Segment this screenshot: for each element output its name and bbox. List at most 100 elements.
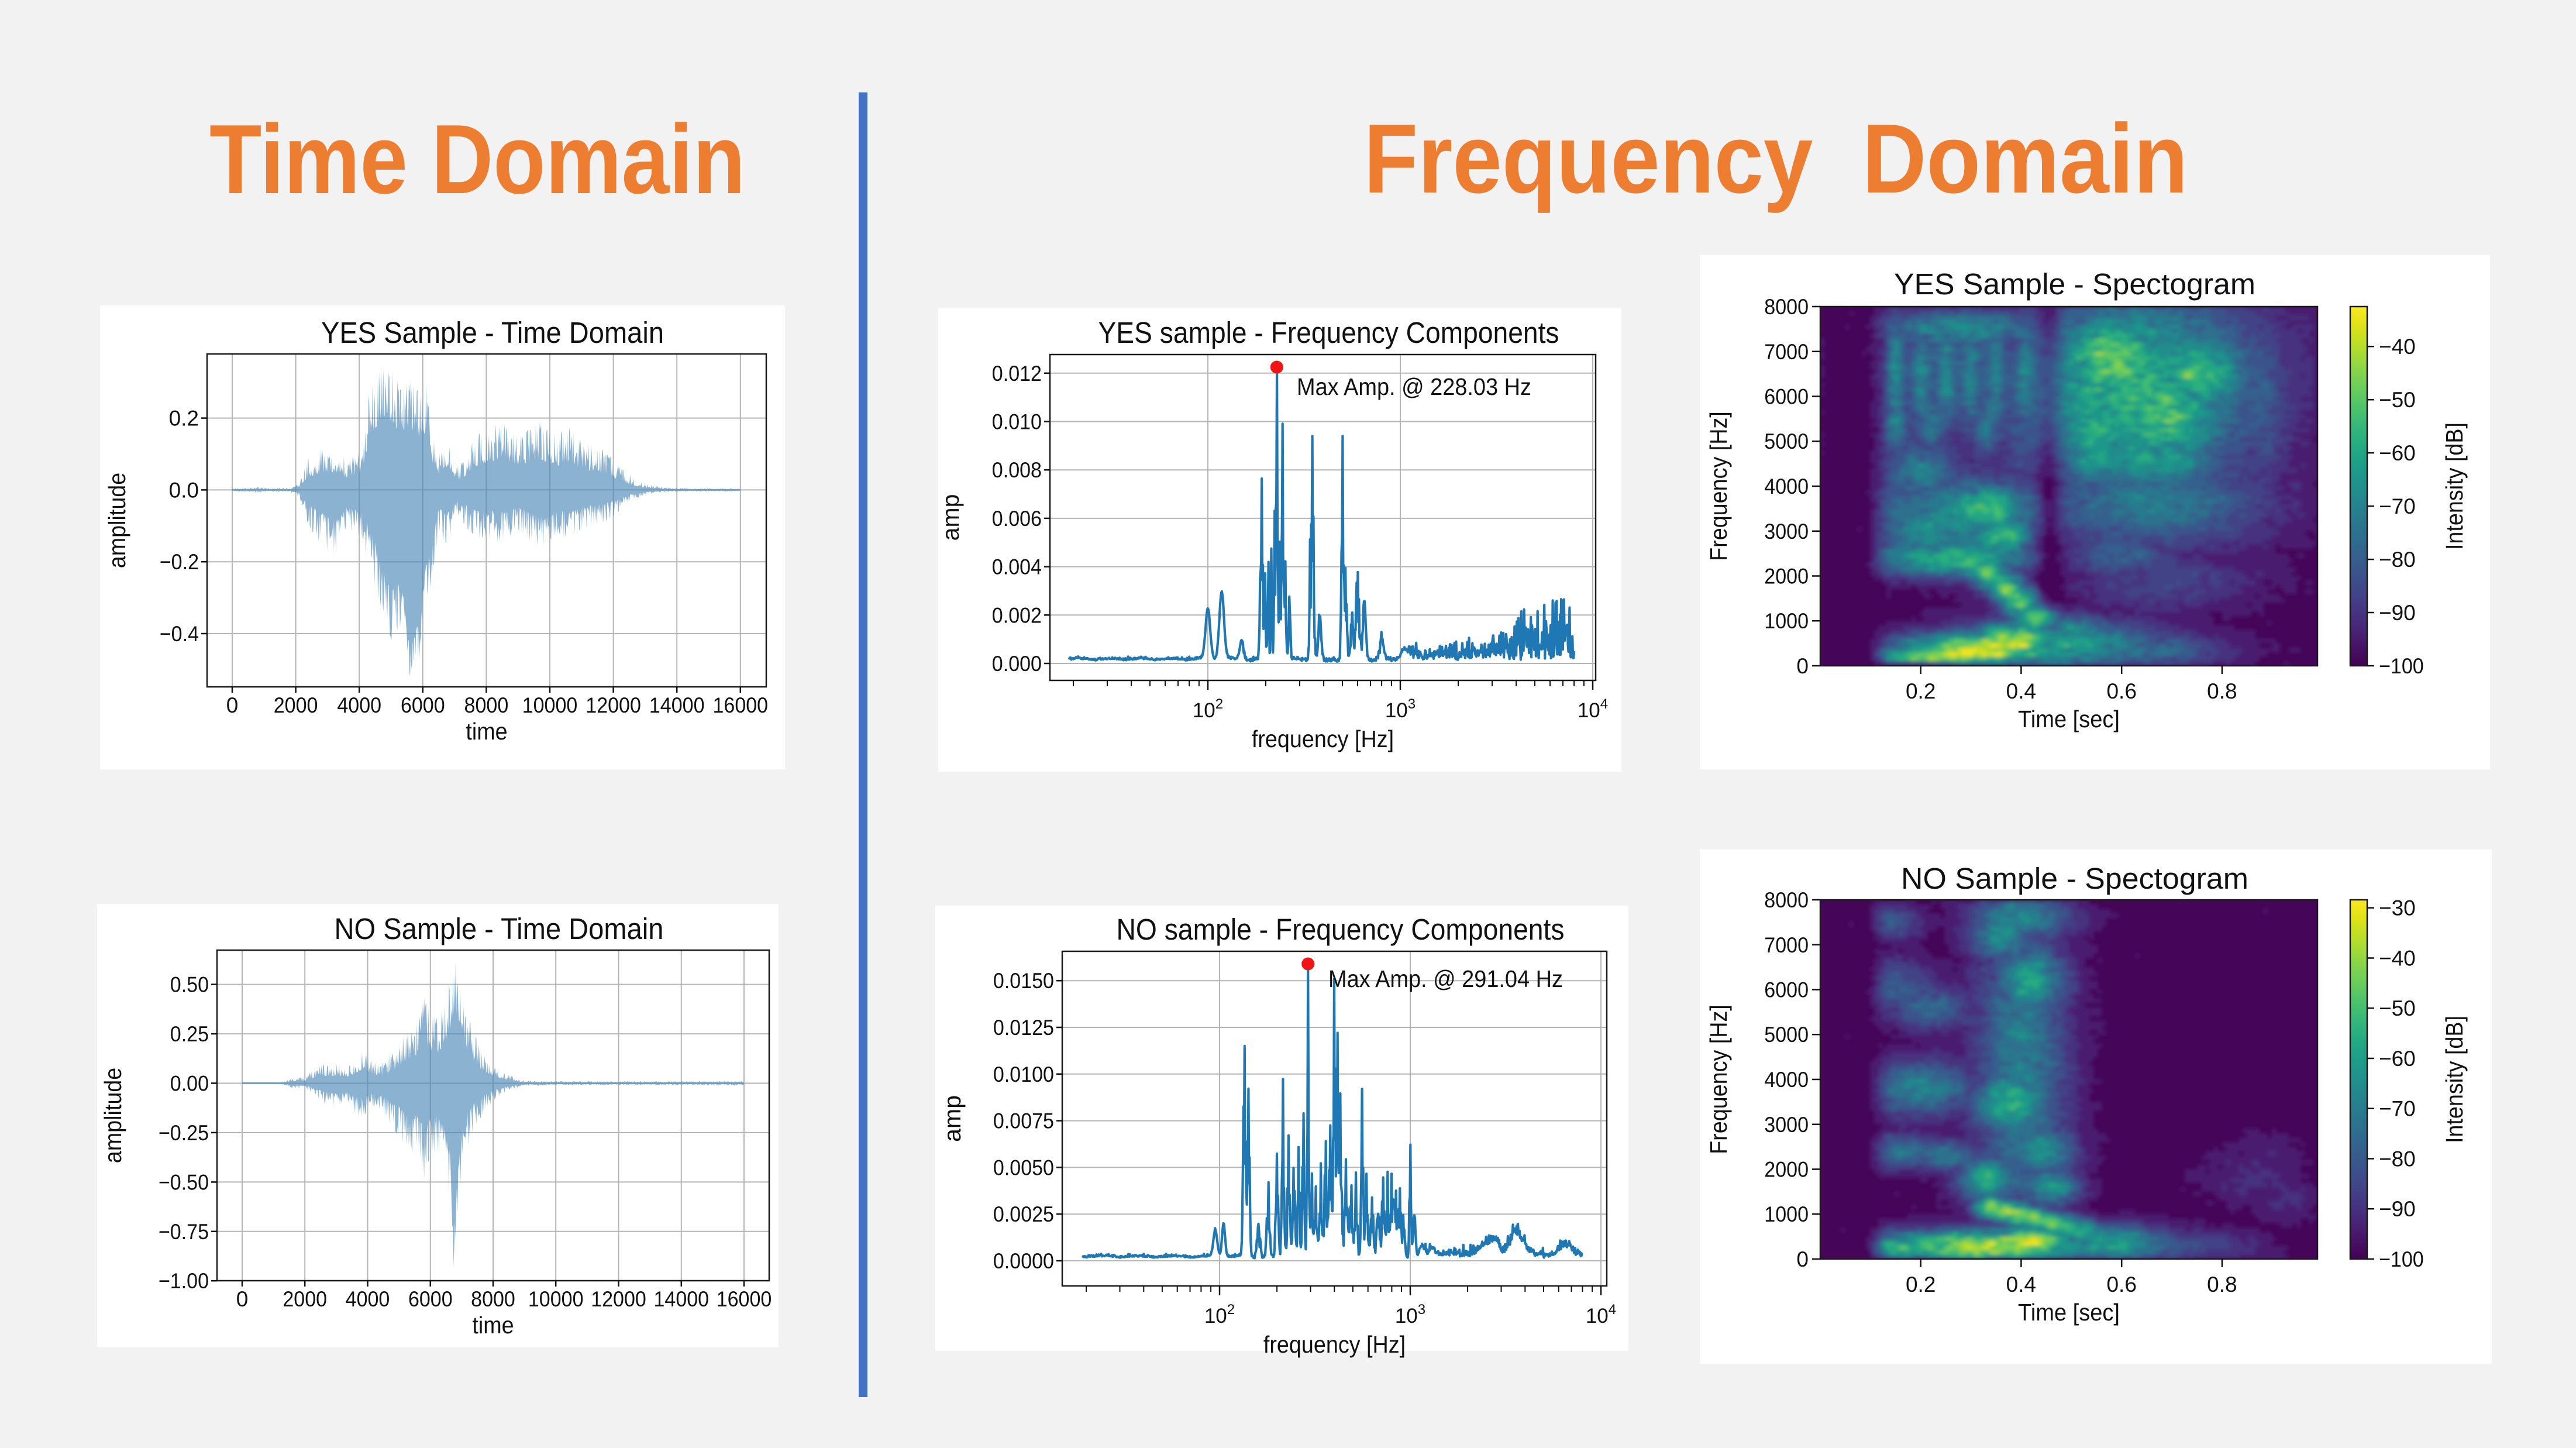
svg-text:−70: −70: [2379, 1097, 2416, 1121]
svg-text:12000: 12000: [586, 693, 641, 717]
svg-text:−60: −60: [2379, 1047, 2416, 1071]
svg-text:0: 0: [236, 1287, 249, 1311]
svg-text:0: 0: [1796, 654, 1809, 678]
svg-text:102: 102: [1193, 696, 1223, 722]
svg-text:NO Sample - Time Domain: NO Sample - Time Domain: [335, 912, 664, 945]
svg-text:0.8: 0.8: [2207, 679, 2237, 703]
svg-text:0.8: 0.8: [2207, 1272, 2237, 1296]
svg-text:0: 0: [226, 693, 239, 717]
svg-text:5000: 5000: [1764, 429, 1809, 453]
svg-text:Time [sec]: Time [sec]: [2018, 706, 2120, 732]
svg-text:0.008: 0.008: [992, 458, 1042, 482]
svg-text:0.0075: 0.0075: [993, 1109, 1054, 1133]
svg-text:2000: 2000: [1764, 1158, 1809, 1182]
svg-text:5000: 5000: [1764, 1023, 1809, 1047]
svg-text:6000: 6000: [408, 1287, 453, 1311]
svg-text:−100: −100: [2379, 654, 2424, 678]
svg-text:0.010: 0.010: [992, 410, 1042, 434]
svg-text:−30: −30: [2379, 896, 2416, 920]
svg-text:0.002: 0.002: [992, 603, 1042, 627]
svg-text:8000: 8000: [464, 693, 509, 717]
svg-text:−80: −80: [2379, 548, 2416, 572]
svg-text:frequency [Hz]: frequency [Hz]: [1252, 725, 1394, 752]
svg-text:−50: −50: [2379, 388, 2416, 412]
svg-text:0.4: 0.4: [2006, 1272, 2036, 1296]
svg-text:Time [sec]: Time [sec]: [2018, 1299, 2120, 1326]
svg-text:Frequency Domain: Frequency Domain: [1364, 104, 2188, 214]
svg-text:2000: 2000: [1764, 565, 1809, 589]
svg-text:−0.4: −0.4: [160, 622, 199, 646]
svg-text:Frequency [Hz]: Frequency [Hz]: [1705, 411, 1732, 561]
svg-text:Intensity [dB]: Intensity [dB]: [2441, 1016, 2468, 1143]
svg-text:1000: 1000: [1764, 609, 1809, 633]
svg-text:8000: 8000: [471, 1287, 515, 1311]
svg-text:4000: 4000: [1764, 474, 1809, 498]
svg-text:6000: 6000: [401, 693, 445, 717]
svg-text:0.0000: 0.0000: [993, 1249, 1054, 1273]
svg-text:0.6: 0.6: [2106, 679, 2136, 703]
svg-text:−0.2: −0.2: [160, 550, 199, 574]
svg-text:−100: −100: [2379, 1247, 2424, 1271]
svg-text:0.50: 0.50: [170, 973, 209, 997]
svg-text:Intensity [dB]: Intensity [dB]: [2441, 422, 2468, 550]
svg-text:0.00: 0.00: [170, 1072, 209, 1096]
svg-text:8000: 8000: [1764, 888, 1809, 912]
svg-text:10000: 10000: [528, 1287, 584, 1311]
svg-text:0.4: 0.4: [2006, 679, 2036, 703]
svg-text:3000: 3000: [1764, 1113, 1809, 1137]
svg-text:0.004: 0.004: [992, 555, 1042, 579]
svg-text:amp: amp: [937, 494, 964, 541]
svg-text:amplitude: amplitude: [104, 473, 130, 569]
svg-text:Time Domain: Time Domain: [209, 104, 745, 214]
svg-text:3000: 3000: [1764, 520, 1809, 544]
svg-text:−50: −50: [2379, 996, 2416, 1020]
svg-text:4000: 4000: [1764, 1068, 1809, 1092]
svg-text:frequency [Hz]: frequency [Hz]: [1263, 1331, 1406, 1358]
svg-text:0.0100: 0.0100: [993, 1062, 1054, 1086]
svg-text:1000: 1000: [1764, 1202, 1809, 1226]
svg-text:6000: 6000: [1764, 385, 1809, 409]
svg-text:Max Amp. @ 291.04 Hz: Max Amp. @ 291.04 Hz: [1328, 965, 1563, 992]
svg-text:0.000: 0.000: [992, 652, 1042, 676]
svg-text:8000: 8000: [1764, 295, 1809, 319]
svg-text:NO sample - Frequency Componen: NO sample - Frequency Components: [1117, 913, 1565, 946]
svg-text:−60: −60: [2379, 441, 2416, 465]
svg-text:YES Sample - Spectogram: YES Sample - Spectogram: [1894, 267, 2255, 301]
svg-text:time: time: [466, 718, 507, 745]
svg-text:0.0150: 0.0150: [993, 969, 1054, 993]
svg-text:7000: 7000: [1764, 340, 1809, 364]
svg-text:Max Amp. @ 228.03 Hz: Max Amp. @ 228.03 Hz: [1297, 373, 1531, 400]
svg-text:4000: 4000: [346, 1287, 390, 1311]
svg-text:−70: −70: [2379, 494, 2416, 518]
svg-text:7000: 7000: [1764, 933, 1809, 957]
svg-text:0: 0: [1796, 1247, 1809, 1271]
svg-text:14000: 14000: [649, 693, 705, 717]
svg-text:Frequency [Hz]: Frequency [Hz]: [1705, 1005, 1732, 1154]
svg-text:−40: −40: [2379, 947, 2416, 971]
svg-text:0.2: 0.2: [1906, 679, 1936, 703]
svg-text:0.0125: 0.0125: [993, 1016, 1054, 1040]
svg-text:0.25: 0.25: [170, 1022, 209, 1046]
svg-text:0.2: 0.2: [169, 407, 199, 431]
svg-text:−40: −40: [2379, 335, 2416, 359]
svg-text:amplitude: amplitude: [99, 1068, 126, 1164]
svg-text:−90: −90: [2379, 1197, 2416, 1221]
svg-text:12000: 12000: [591, 1287, 646, 1311]
svg-text:0.012: 0.012: [992, 362, 1042, 386]
svg-text:16000: 16000: [717, 1287, 772, 1311]
svg-text:time: time: [472, 1312, 514, 1339]
svg-text:−0.25: −0.25: [159, 1121, 209, 1145]
svg-text:4000: 4000: [337, 693, 381, 717]
svg-text:NO Sample - Spectogram: NO Sample - Spectogram: [1901, 862, 2248, 895]
svg-text:YES sample - Frequency Compone: YES sample - Frequency Components: [1098, 316, 1559, 349]
svg-text:2000: 2000: [274, 693, 318, 717]
svg-text:10000: 10000: [522, 693, 578, 717]
svg-text:0.0025: 0.0025: [993, 1202, 1054, 1226]
svg-text:0.6: 0.6: [2106, 1272, 2136, 1296]
svg-text:16000: 16000: [713, 693, 769, 717]
svg-text:−90: −90: [2379, 601, 2416, 625]
svg-text:YES Sample - Time Domain: YES Sample - Time Domain: [321, 316, 664, 349]
svg-text:amp: amp: [939, 1095, 966, 1142]
svg-text:0.006: 0.006: [992, 507, 1042, 531]
svg-text:−0.50: −0.50: [159, 1170, 209, 1194]
